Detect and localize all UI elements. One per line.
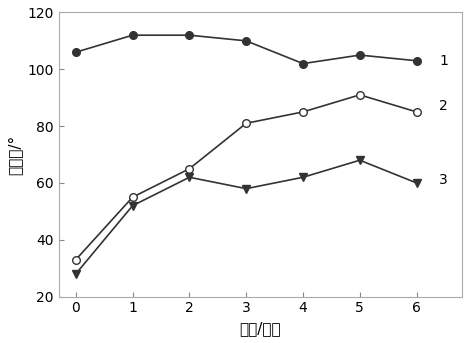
X-axis label: 时间/小时: 时间/小时: [240, 321, 281, 336]
Y-axis label: 接触角/°: 接触角/°: [7, 134, 22, 175]
Text: 2: 2: [439, 99, 448, 113]
Text: 1: 1: [439, 54, 448, 68]
Text: 3: 3: [439, 173, 448, 187]
